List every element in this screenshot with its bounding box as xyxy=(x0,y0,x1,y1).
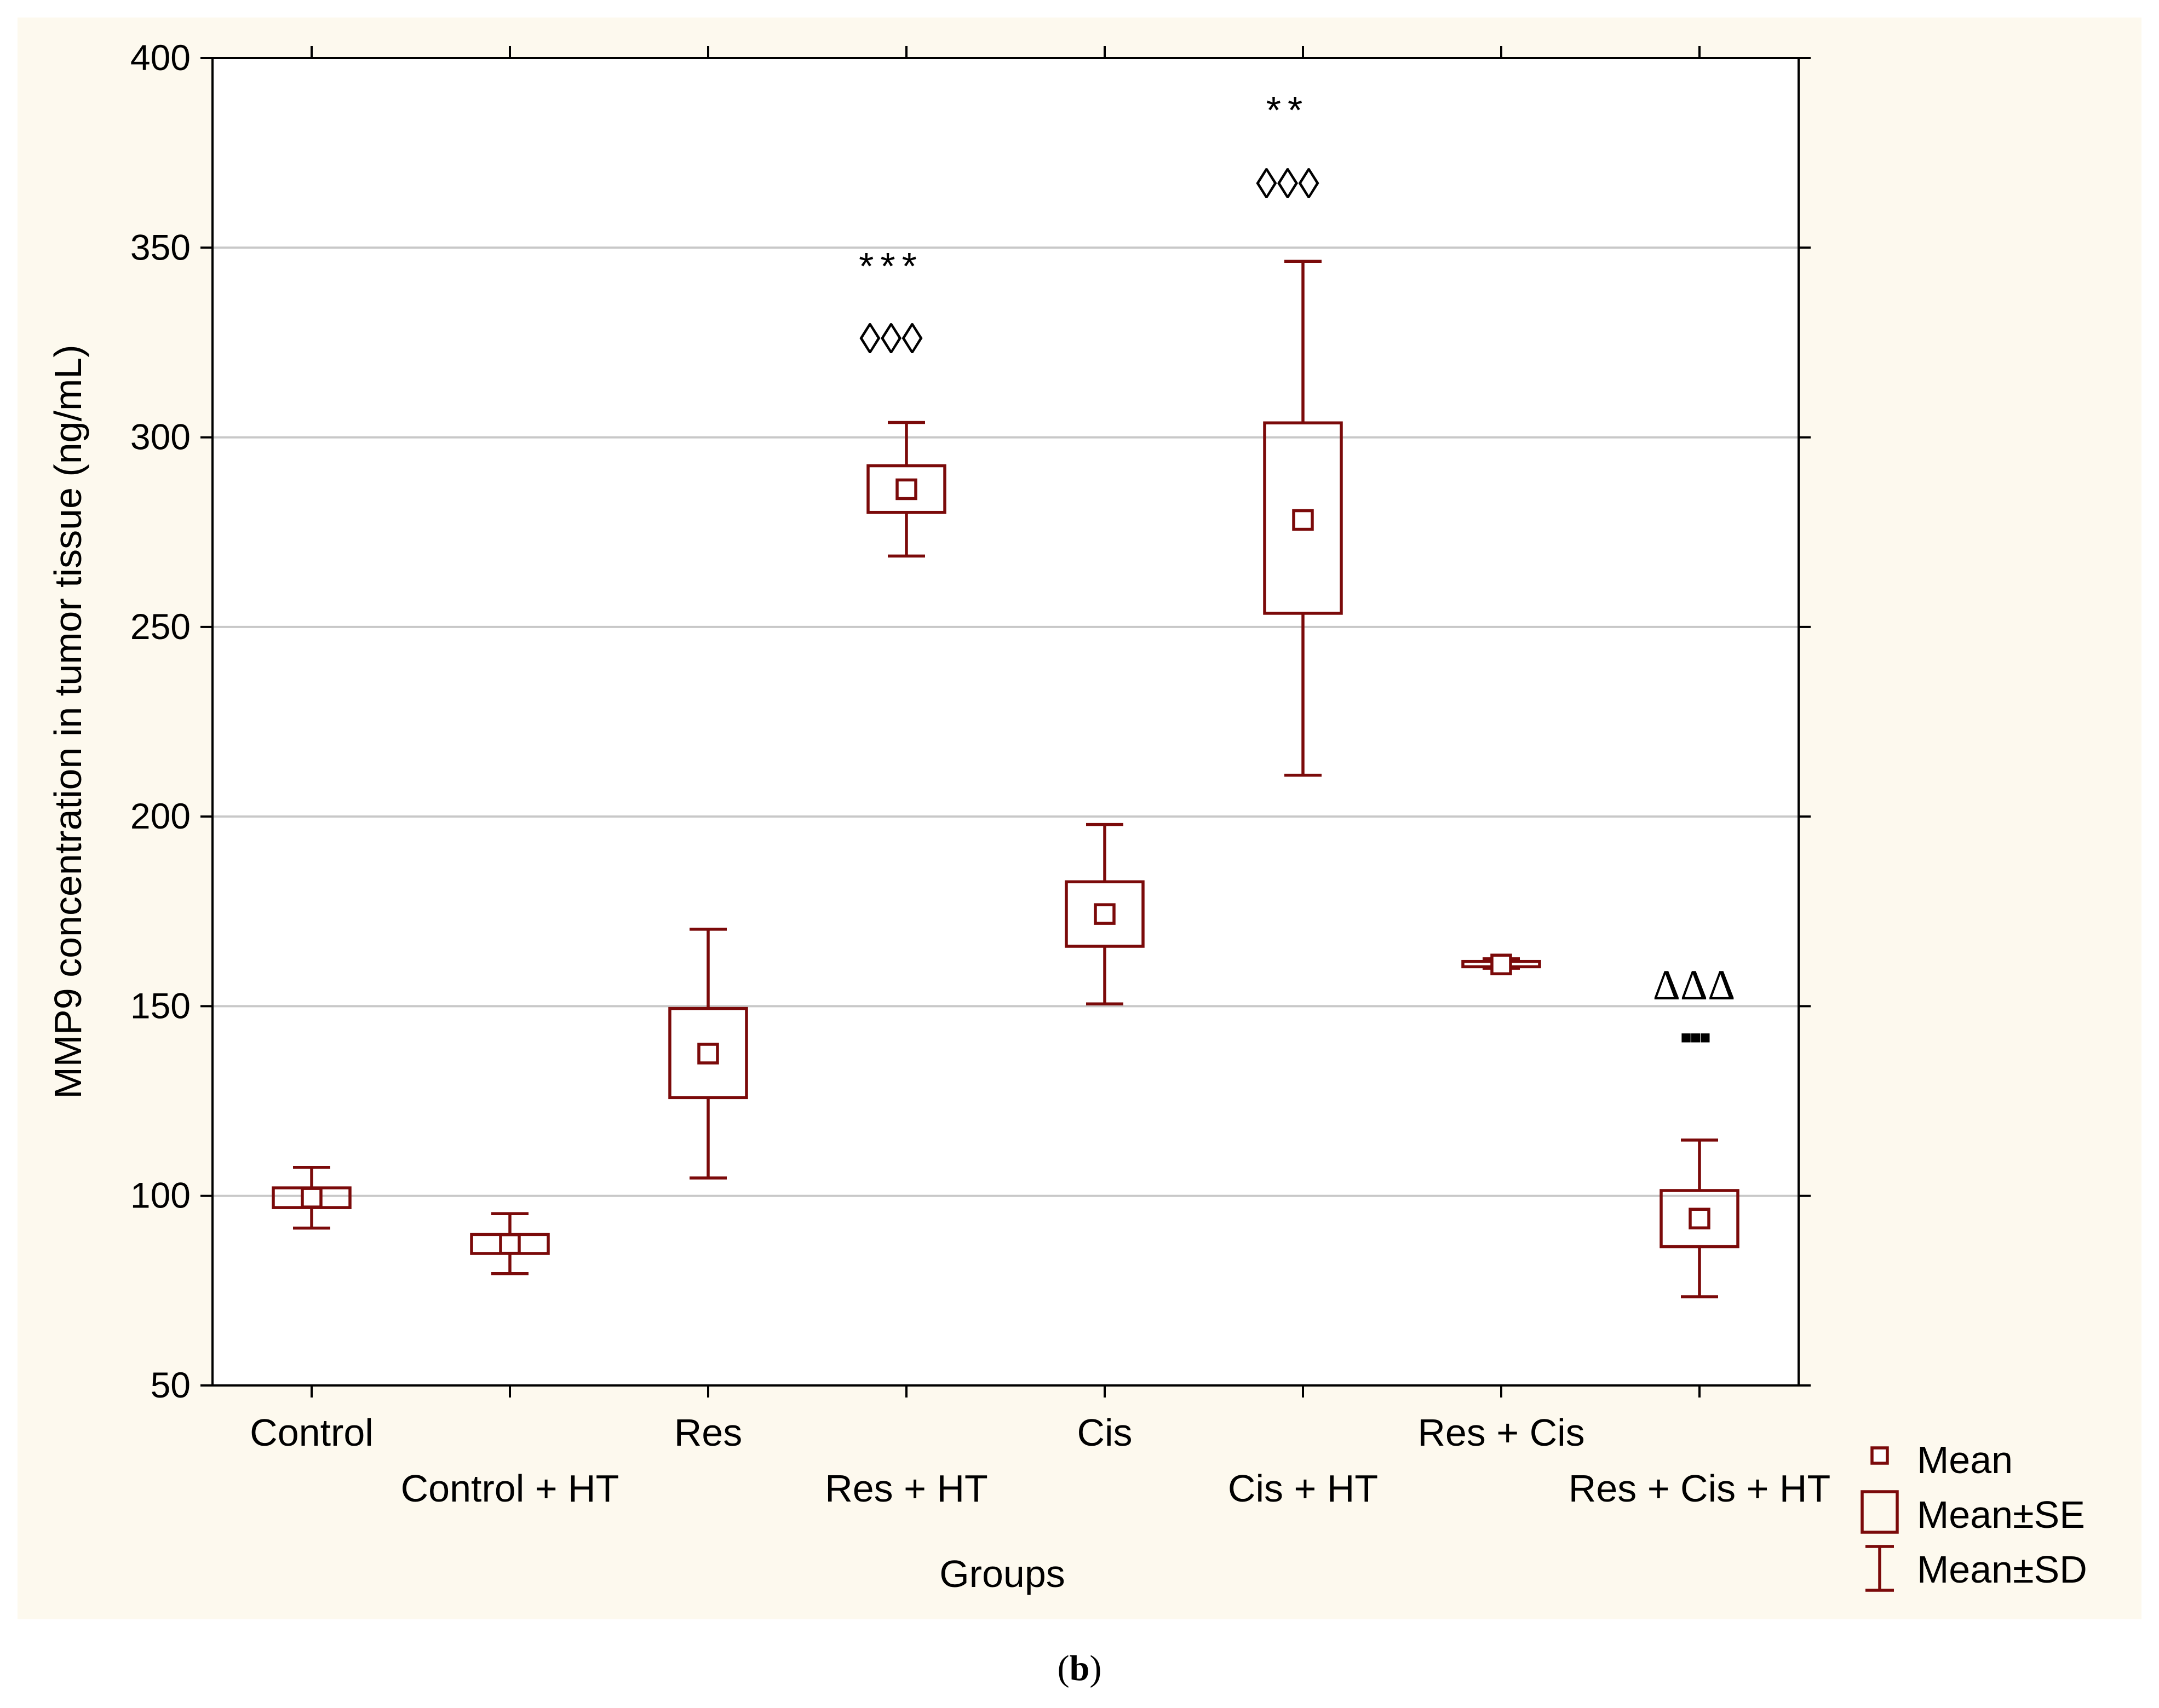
legend-mean-label: Mean xyxy=(1917,1439,2013,1481)
se-box-2 xyxy=(668,1007,748,1100)
mean-marker-7 xyxy=(1689,1207,1710,1230)
se-box-4 xyxy=(1065,880,1145,948)
x-tick-label-1: Control + HT xyxy=(401,1467,619,1510)
plot-frame xyxy=(211,57,1800,1387)
se-box-3 xyxy=(866,464,946,514)
x-axis-title: Groups xyxy=(939,1552,1065,1595)
x-tick-label-3: Res + HT xyxy=(825,1467,988,1510)
y-tick-label-200: 200 xyxy=(130,796,191,836)
y-tick-label-150: 150 xyxy=(130,985,191,1026)
legend-se-icon xyxy=(1861,1490,1899,1534)
y-tick-label-300: 300 xyxy=(130,417,191,457)
x-tick-label-0: Control xyxy=(250,1411,374,1454)
significance-stars-5: ** xyxy=(1266,89,1309,131)
significance-stars-3: *** xyxy=(859,245,923,287)
significance-diamonds-3: ◊◊◊ xyxy=(859,314,923,363)
se-box-7 xyxy=(1660,1189,1739,1249)
y-tick-label-50: 50 xyxy=(151,1365,191,1405)
mean-marker-2 xyxy=(697,1043,719,1065)
mean-marker-5 xyxy=(1292,509,1314,531)
caption-letter: b xyxy=(1070,1648,1090,1688)
x-tick-label-5: Cis + HT xyxy=(1228,1467,1378,1510)
caption-open: ( xyxy=(1058,1648,1070,1688)
se-box-5 xyxy=(1263,421,1343,615)
y-tick-label-400: 400 xyxy=(130,37,191,78)
x-tick-label-2: Res xyxy=(674,1411,742,1454)
chart: 50 100 150 200 250 300 350 400 Control Control + … xyxy=(47,37,2087,1595)
significance-squares-7: ▪▪▪ xyxy=(1680,1016,1710,1057)
legend-mean-icon xyxy=(1870,1446,1889,1465)
mean-marker-6 xyxy=(1490,953,1512,975)
y-tick-label-350: 350 xyxy=(130,227,191,267)
y-axis-title: MMP9 concentration in tumor tissue (ng/m… xyxy=(47,344,89,1099)
x-tick-label-7: Res + Cis + HT xyxy=(1569,1467,1830,1510)
significance-diamonds-5: ◊◊◊ xyxy=(1256,159,1319,208)
legend-se-label: Mean±SE xyxy=(1917,1493,2085,1536)
plot-area xyxy=(213,58,1799,1385)
mean-marker-0 xyxy=(301,1187,323,1209)
x-tick-label-4: Cis xyxy=(1077,1411,1132,1454)
y-tick-label-100: 100 xyxy=(130,1175,191,1216)
mean-marker-1 xyxy=(499,1233,521,1255)
x-tick-label-6: Res + Cis xyxy=(1417,1411,1584,1454)
legend-sd-label: Mean±SD xyxy=(1917,1548,2087,1591)
significance-delta-7: ΔΔΔ xyxy=(1653,961,1735,1009)
caption-close: ) xyxy=(1089,1648,1101,1688)
y-tick-label-250: 250 xyxy=(130,606,191,647)
caption: (b) xyxy=(1058,1648,1102,1688)
mean-marker-4 xyxy=(1094,903,1116,925)
mean-marker-3 xyxy=(895,478,917,501)
